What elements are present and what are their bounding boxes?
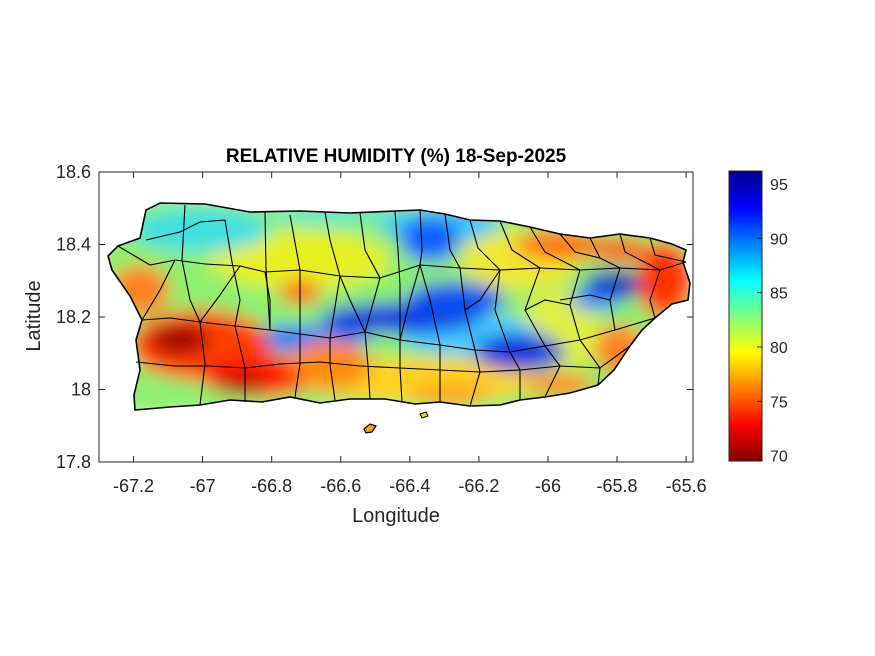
colorbar-tick-label: 85 <box>770 286 788 303</box>
x-tick-label: -66.6 <box>320 476 361 496</box>
x-tick-label: -67 <box>190 476 216 496</box>
y-tick-label: 18.2 <box>56 307 91 327</box>
municipality-boundaries <box>117 204 687 407</box>
x-tick-label: -66.4 <box>389 476 430 496</box>
x-tick-label: -66.2 <box>458 476 499 496</box>
x-tick-label: -65.8 <box>597 476 638 496</box>
colorbar-tick-label: 75 <box>770 394 788 411</box>
chart-title: RELATIVE HUMIDITY (%) 18-Sep-2025 <box>226 146 567 167</box>
colorbar-tick-label: 80 <box>770 340 788 357</box>
y-tick-label: 18.4 <box>56 235 91 255</box>
coastal-islet <box>419 411 429 419</box>
y-tick-label: 17.8 <box>56 452 91 472</box>
x-tick-label: -66.8 <box>251 476 292 496</box>
colorbar-tick-label: 95 <box>770 177 788 194</box>
colorbar-tick-label: 90 <box>770 231 788 248</box>
colorbar-ticks: 70 75 80 85 90 95 <box>757 177 788 466</box>
colorbar-tick-label: 70 <box>770 449 788 466</box>
colorbar <box>728 170 763 462</box>
caja-de-muertos-island <box>363 423 377 434</box>
island-coastline <box>107 202 691 411</box>
y-tick-label: 18.6 <box>56 162 91 182</box>
x-axis-label: Longitude <box>352 505 440 527</box>
x-tick-label: -66 <box>535 476 561 496</box>
y-tick-label: 18 <box>71 380 91 400</box>
y-axis-ticks: 17.8 18 18.2 18.4 18.6 <box>56 162 693 472</box>
y-axis-label: Latitude <box>23 280 45 351</box>
x-tick-label: -67.2 <box>113 476 154 496</box>
x-tick-label: -65.6 <box>666 476 707 496</box>
x-axis-ticks: -67.2 -67 -66.8 -66.6 -66.4 -66.2 -66 -65.8 -65.… <box>113 172 707 496</box>
